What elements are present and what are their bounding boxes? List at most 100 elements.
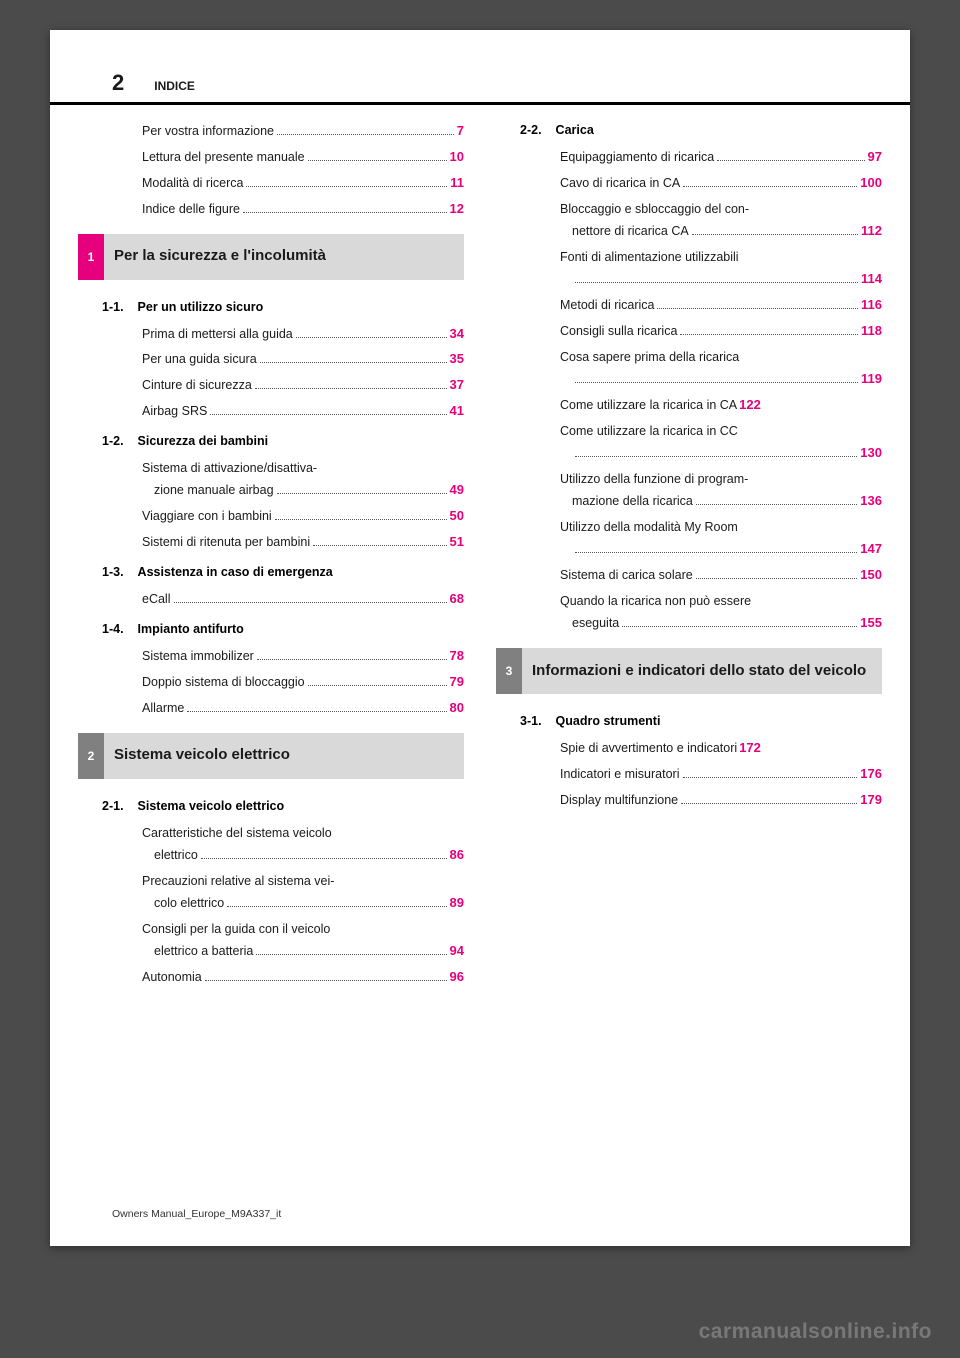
toc-label-line2: elettrico a batteria (154, 943, 253, 959)
toc-line: Equipaggiamento di ricarica 97 (560, 149, 882, 166)
leader-dots (683, 186, 857, 187)
header-rule (50, 102, 910, 105)
leader-dots (260, 362, 447, 363)
subsection-heading: 1-1. Per un utilizzo sicuro (78, 300, 464, 314)
toc-line: Per vostra informazione 7 (142, 123, 464, 140)
toc-label: Viaggiare con i bambini (142, 508, 272, 524)
content-columns: Per vostra informazione 7 Lettura del pr… (78, 123, 882, 995)
toc-line: Indicatori e misuratori 176 (560, 766, 882, 783)
toc-page: 96 (450, 969, 464, 986)
leader-dots (277, 134, 454, 135)
leader-dots (187, 711, 446, 712)
toc-page: 51 (450, 534, 464, 551)
toc-page: 97 (868, 149, 882, 166)
toc-line: Metodi di ricarica116 (560, 297, 882, 314)
chapter-bar-3: 3 Informazioni e indicatori dello stato … (496, 648, 882, 694)
leader-dots (575, 382, 858, 383)
toc-page: 118 (861, 323, 882, 340)
subsection-title: Assistenza in caso di emergenza (138, 565, 333, 579)
toc-page: 7 (457, 123, 464, 140)
toc-label-line1: Utilizzo della modalità My Room (560, 520, 738, 534)
subsection-title: Per un utilizzo sicuro (138, 300, 264, 314)
toc-page: 10 (450, 149, 464, 166)
chapter-title: Per la sicurezza e l'incolumità (104, 234, 464, 280)
toc-label-line2: elettrico (154, 847, 198, 863)
toc-page: 35 (450, 351, 464, 368)
toc-page: 130 (860, 445, 882, 462)
leader-dots (275, 519, 447, 520)
leader-dots (657, 308, 858, 309)
toc-label-line2: mazione della ricarica (572, 493, 693, 509)
toc-label: Equipaggiamento di ricarica (560, 149, 714, 165)
subsection-heading: 1-2. Sicurezza dei bambini (78, 434, 464, 448)
toc-page: 172 (739, 740, 761, 757)
toc-line: Sistema di attivazione/disattiva- zione … (142, 460, 464, 499)
entry-block: Equipaggiamento di ricarica97 Cavo di ri… (496, 149, 882, 632)
subsection-title: Impianto antifurto (138, 622, 244, 636)
subsection-title: Carica (556, 123, 594, 137)
leader-dots (308, 160, 447, 161)
chapter-bar-1: 1 Per la sicurezza e l'incolumità (78, 234, 464, 280)
toc-page: 89 (450, 895, 464, 912)
toc-line: Lettura del presente manuale 10 (142, 149, 464, 166)
toc-label-line1: Bloccaggio e sbloccaggio del con- (560, 202, 749, 216)
toc-label: Doppio sistema di bloccaggio (142, 674, 305, 690)
leader-dots (680, 334, 858, 335)
toc-label: Prima di mettersi alla guida (142, 326, 293, 342)
toc-line: Sistemi di ritenuta per bambini51 (142, 534, 464, 551)
toc-page: 176 (860, 766, 882, 783)
leader-dots (692, 234, 858, 235)
toc-page: 12 (450, 201, 464, 218)
chapter-bar-2: 2 Sistema veicolo elettrico (78, 733, 464, 779)
toc-page: 49 (450, 482, 464, 499)
toc-line: Come utilizzare la ricarica in CA122 (560, 397, 882, 414)
toc-label: Indicatori e misuratori (560, 766, 680, 782)
toc-line: Per una guida sicura35 (142, 351, 464, 368)
toc-line: Spie di avvertimento e indicatori172 (560, 740, 882, 757)
toc-line: Consigli per la guida con il veicolo ele… (142, 921, 464, 960)
toc-line: Airbag SRS41 (142, 403, 464, 420)
toc-line: Bloccaggio e sbloccaggio del con- nettor… (560, 201, 882, 240)
toc-label: Sistema di carica solare (560, 567, 693, 583)
leader-dots (257, 659, 447, 660)
leader-dots (205, 980, 447, 981)
chapter-number: 3 (496, 648, 522, 694)
toc-page: 80 (450, 700, 464, 717)
toc-line: Doppio sistema di bloccaggio79 (142, 674, 464, 691)
toc-label-line2: zione manuale airbag (154, 482, 274, 498)
footer-text: Owners Manual_Europe_M9A337_it (112, 1208, 281, 1220)
toc-line: Prima di mettersi alla guida34 (142, 326, 464, 343)
leader-dots (201, 858, 447, 859)
toc-label: Come utilizzare la ricarica in CA (560, 397, 737, 413)
subsection-title: Quadro strumenti (556, 714, 661, 728)
subsection-heading: 2-1. Sistema veicolo elettrico (78, 799, 464, 813)
toc-label: Lettura del presente manuale (142, 149, 305, 165)
toc-label-line1: Come utilizzare la ricarica in CC (560, 424, 738, 438)
toc-line: Cinture di sicurezza37 (142, 377, 464, 394)
toc-label-line1: Caratteristiche del sistema veicolo (142, 826, 332, 840)
page-number: 2 (112, 70, 124, 96)
toc-line: Sistema immobilizer78 (142, 648, 464, 665)
toc-label: Cinture di sicurezza (142, 377, 252, 393)
chapter-title: Informazioni e indicatori dello stato de… (522, 648, 882, 694)
toc-page: 122 (739, 397, 761, 414)
page-header: 2 INDICE (78, 70, 882, 96)
toc-page: 114 (861, 271, 882, 288)
entry-block: Sistema di attivazione/disattiva- zione … (78, 460, 464, 551)
toc-label-line1: Utilizzo della funzione di program- (560, 472, 748, 486)
toc-label: eCall (142, 591, 171, 607)
leader-dots (255, 388, 447, 389)
toc-line: Utilizzo della funzione di program- mazi… (560, 471, 882, 510)
toc-label: Display multifunzione (560, 792, 678, 808)
subsection-heading: 2-2. Carica (496, 123, 882, 137)
toc-line: Modalità di ricerca 11 (142, 175, 464, 192)
toc-label: Spie di avvertimento e indicatori (560, 740, 737, 756)
left-column: Per vostra informazione 7 Lettura del pr… (78, 123, 464, 995)
header-title: INDICE (154, 79, 195, 93)
leader-dots (622, 626, 857, 627)
toc-label-line1: Cosa sapere prima della ricarica (560, 350, 739, 364)
toc-label: Per vostra informazione (142, 123, 274, 139)
subsection-heading: 1-4. Impianto antifurto (78, 622, 464, 636)
leader-dots (296, 337, 447, 338)
subsection-number: 3-1. (520, 714, 542, 728)
